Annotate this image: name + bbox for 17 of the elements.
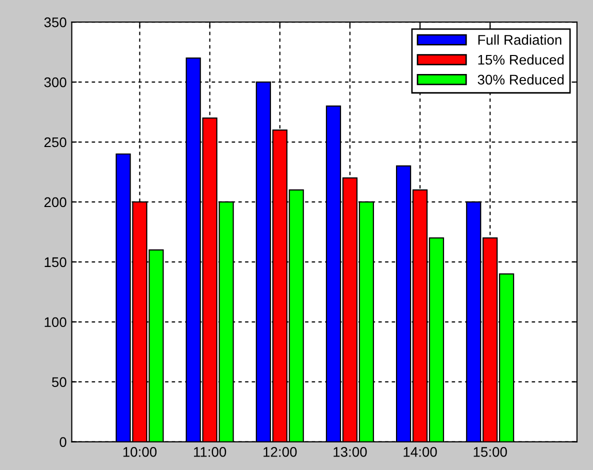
y-tick-label: 0 [60,437,66,447]
y-tick-label: 200 [44,197,66,208]
x-tick-label: 15:00 [474,447,507,457]
x-tick-label: 10:00 [123,447,157,457]
y-tick-label: 350 [44,17,66,28]
legend-label: Full Radiation [478,34,562,45]
y-tick-label: 250 [44,137,66,148]
y-tick-label: 100 [44,317,66,328]
y-tick-label: 300 [44,77,66,88]
y-tick-label: 150 [44,257,66,268]
x-tick-label: 13:00 [334,447,367,457]
x-tick-label: 14:00 [404,447,437,457]
x-tick-label: 12:00 [264,447,297,457]
x-tick-label: 11:00 [194,447,226,457]
y-tick-label: 50 [52,377,66,388]
legend-label: 30% Reduced [478,74,564,85]
legend-label: 15% Reduced [478,54,564,65]
